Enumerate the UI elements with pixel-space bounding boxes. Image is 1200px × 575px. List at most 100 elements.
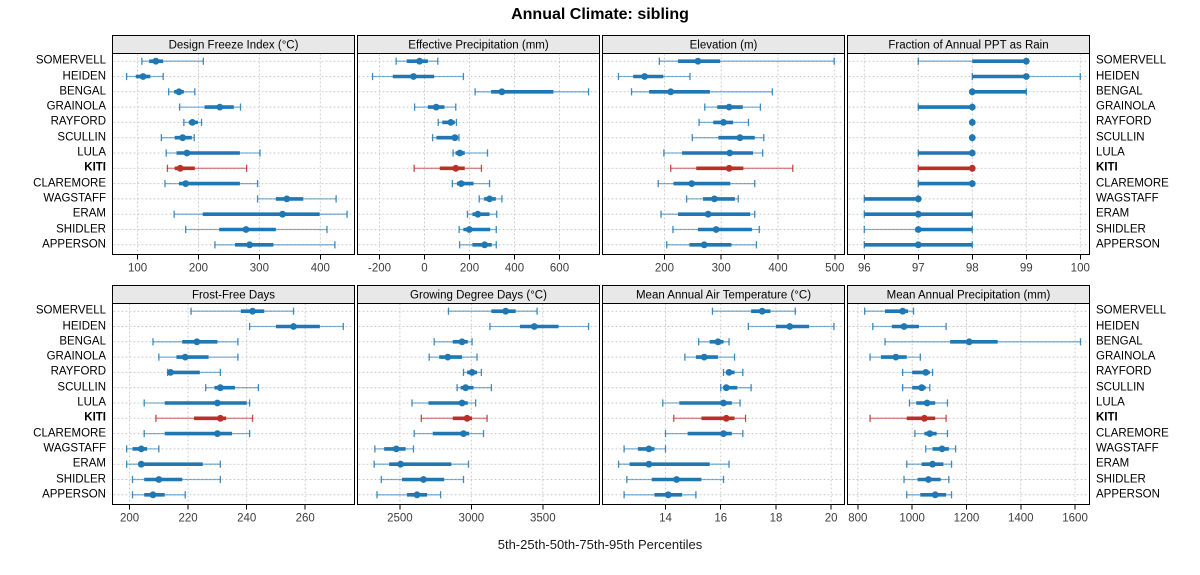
median-dot: [463, 414, 471, 422]
station-label-right-kiti: KITI: [1096, 161, 1118, 174]
series-eram: [906, 460, 953, 468]
series-wagstaff: [623, 445, 667, 453]
series-eram: [466, 210, 498, 218]
x-tick-label: 3500: [530, 513, 556, 525]
x-axis: 800 1000 1200 1400 1600: [848, 505, 1088, 525]
station-label-right-kiti: KITI: [1096, 411, 1118, 424]
series-lula: [165, 149, 261, 157]
panel-fraction-of-annual-ppt-as-rain: Fraction of Annual PPT as Rain 96 97 98 99 10…: [847, 35, 1090, 275]
median-dot: [914, 226, 922, 233]
median-dot: [175, 88, 183, 96]
median-dot: [392, 445, 400, 453]
x-axis: 2500 3000 3500: [387, 505, 556, 525]
panel-plot-area: [847, 303, 1090, 505]
series-kiti: [155, 414, 254, 422]
median-dot: [899, 307, 907, 315]
series-rayford: [462, 368, 483, 376]
station-label-right-grainola: GRAINOLA: [1096, 350, 1156, 363]
median-dot: [914, 195, 922, 203]
median-dot: [181, 353, 189, 361]
series-bengal: [474, 88, 590, 96]
median-dot: [704, 210, 712, 218]
station-label-left-lula: LULA: [77, 396, 106, 409]
median-dot: [968, 149, 976, 157]
median-dot: [965, 338, 973, 346]
station-label-right-rayford: RAYFORD: [1096, 115, 1152, 128]
station-label-left-heiden: HEIDEN: [62, 69, 106, 82]
station-label-right-bengal: BENGAL: [1096, 335, 1143, 348]
panel-elevation-m: Elevation (m) 200 300 400 500: [602, 35, 845, 275]
x-tick-label: 200: [189, 263, 208, 275]
station-label-left-heiden: HEIDEN: [62, 319, 106, 332]
series-grainola: [178, 103, 242, 111]
median-dot: [167, 369, 174, 376]
median-dot: [444, 353, 452, 361]
series-apperson: [666, 241, 758, 249]
station-label-left-bengal: BENGAL: [59, 85, 106, 98]
series-rayford: [166, 368, 221, 376]
x-tick-label: 400: [505, 263, 524, 275]
station-label-right-somervell: SOMERVELL: [1096, 304, 1167, 317]
median-dot: [457, 180, 465, 188]
median-dot: [929, 460, 936, 468]
median-dot: [179, 134, 187, 142]
series-wagstaff: [685, 195, 739, 203]
series-apperson: [376, 491, 442, 499]
x-tick-label: 16: [714, 513, 727, 525]
median-dot: [139, 73, 147, 80]
median-dot: [216, 103, 224, 111]
series-lula: [662, 399, 741, 407]
median-dot: [420, 476, 427, 483]
series-apperson: [863, 241, 973, 249]
series-heiden: [248, 322, 344, 331]
station-label-left-rayford: RAYFORD: [50, 115, 106, 128]
x-tick-label: 100: [128, 263, 147, 275]
median-dot: [923, 399, 931, 407]
median-dot: [137, 460, 145, 468]
series-shidler: [863, 225, 973, 234]
station-label-left-scullin: SCULLIN: [57, 380, 106, 393]
series-somervell: [711, 307, 796, 315]
median-dot: [667, 88, 675, 96]
x-tick-label: 97: [912, 263, 925, 275]
x-axis: 14 16 18 20: [659, 505, 838, 525]
series-scullin: [456, 384, 493, 392]
median-dot: [1022, 57, 1030, 65]
median-dot: [188, 119, 196, 126]
series-scullin: [968, 134, 976, 142]
series-grainola: [684, 353, 736, 361]
x-tick-label: 100: [1071, 263, 1090, 275]
median-dot: [249, 307, 256, 315]
median-dot: [920, 414, 928, 422]
series-heiden: [489, 322, 590, 331]
median-dot: [645, 460, 653, 468]
station-label-right-grainola: GRAINOLA: [1096, 100, 1156, 113]
x-tick-label: 400: [311, 263, 330, 275]
series-lula: [411, 399, 477, 407]
series-bengal: [152, 338, 239, 346]
median-dot: [458, 338, 466, 346]
series-somervell: [917, 57, 1030, 65]
x-tick-label: 0: [421, 263, 427, 275]
median-dot: [456, 149, 464, 157]
median-dot: [968, 103, 976, 111]
station-label-left-apperson: APPERSON: [42, 488, 106, 501]
median-dot: [498, 88, 506, 96]
x-tick-label: 220: [179, 513, 198, 525]
station-label-left-grainola: GRAINOLA: [46, 100, 106, 113]
series-kiti: [413, 164, 483, 172]
median-dot: [968, 88, 976, 96]
median-dot: [432, 103, 440, 111]
panel-title: Mean Annual Air Temperature (°C): [636, 290, 811, 302]
x-tick-label: 20: [825, 513, 838, 525]
station-label-right-heiden: HEIDEN: [1096, 319, 1140, 332]
median-dot: [722, 384, 730, 392]
station-label-right-lula: LULA: [1096, 146, 1125, 159]
x-tick-label: 96: [858, 263, 871, 275]
median-dot: [900, 323, 908, 330]
station-label-left-somervell: SOMERVELL: [35, 304, 106, 317]
median-dot: [283, 195, 291, 203]
station-label-right-wagstaff: WAGSTAFF: [1096, 192, 1159, 205]
panel-effective-precipitation-mm: Effective Precipitation (mm) -200 0 200 400 6…: [357, 35, 600, 275]
series-grainola: [917, 103, 976, 111]
